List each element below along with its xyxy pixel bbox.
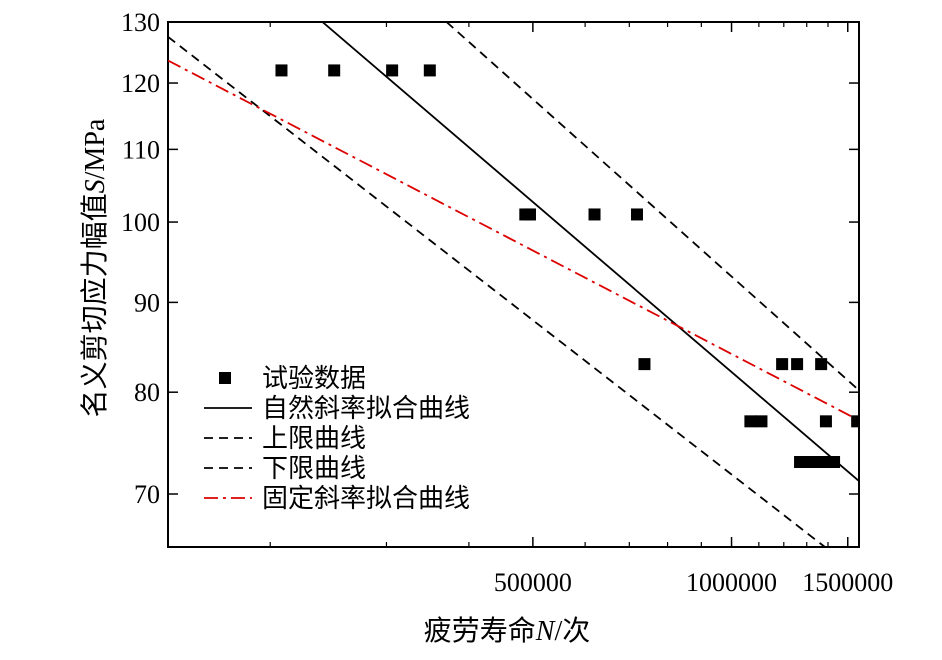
data-point <box>588 208 601 221</box>
y-tick-label: 90 <box>134 288 160 317</box>
x-tick-label: 1500000 <box>802 568 893 597</box>
series-line <box>321 22 859 482</box>
x-axis-title: 疲劳寿命N/次 <box>424 614 590 647</box>
series-line <box>168 59 859 422</box>
y-tick-label: 110 <box>122 135 160 164</box>
legend-label: 试验数据 <box>262 364 366 394</box>
series-line <box>445 22 859 391</box>
legend-label: 下限曲线 <box>262 454 366 484</box>
y-axis-title: 名义剪切应力幅值S/MPa <box>78 118 111 417</box>
data-point <box>776 358 789 371</box>
plot-frame <box>167 21 860 548</box>
data-point <box>630 208 643 221</box>
data-point <box>744 415 757 428</box>
axis-ticks: 500000 1000000 1500000 70 80 90 100 110 120 130 <box>121 8 893 597</box>
y-tick-label: 120 <box>121 69 160 98</box>
legend-label: 自然斜率拟合曲线 <box>262 394 470 424</box>
data-points <box>275 64 859 469</box>
legend-label: 上限曲线 <box>262 424 366 454</box>
data-point <box>819 415 832 428</box>
data-point <box>275 64 288 77</box>
data-point <box>523 208 536 221</box>
data-point <box>755 415 768 428</box>
y-tick-label: 130 <box>121 8 160 37</box>
series-line <box>168 36 826 547</box>
legend-label: 固定斜率拟合曲线 <box>262 484 470 514</box>
data-point <box>423 64 436 77</box>
y-tick-label: 100 <box>121 208 160 237</box>
data-point <box>851 415 859 428</box>
data-point <box>638 358 651 371</box>
legend-marker <box>219 372 231 384</box>
y-tick-label: 70 <box>134 480 160 509</box>
y-tick-label: 80 <box>134 378 160 407</box>
data-point <box>828 456 841 469</box>
data-point <box>815 358 828 371</box>
fit-lines <box>168 22 859 547</box>
data-point <box>386 64 399 77</box>
data-point <box>328 64 341 77</box>
data-point <box>791 358 804 371</box>
x-tick-label: 1000000 <box>686 568 777 597</box>
x-tick-label: 500000 <box>494 568 572 597</box>
